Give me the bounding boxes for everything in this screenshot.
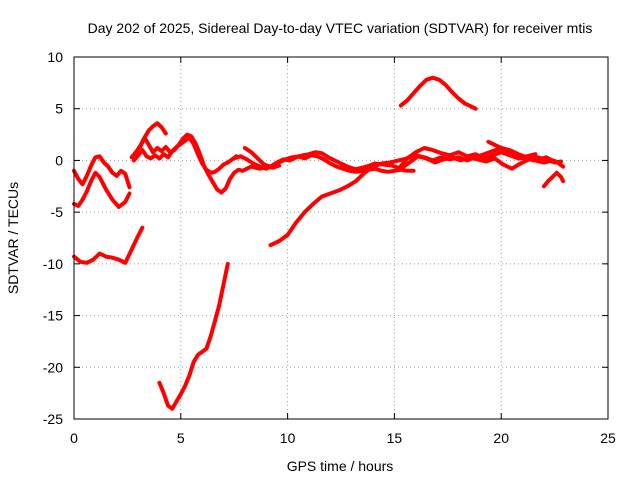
- series-arc-13: [398, 75, 478, 111]
- x-tick-labels: 0 5 10 15 20 25: [70, 430, 616, 446]
- y-tick-label: -10: [43, 256, 63, 272]
- series-arc-14: [486, 139, 566, 169]
- y-tick-label: -15: [43, 308, 63, 324]
- y-tick-label: -20: [43, 359, 63, 375]
- series-arc-9: [242, 146, 356, 171]
- x-tick-label: 20: [493, 430, 509, 446]
- series-arc-10: [268, 146, 561, 248]
- y-tick-label: 0: [55, 152, 63, 168]
- tick-marks: [73, 56, 609, 420]
- series-arc-3: [72, 225, 145, 265]
- series-arc-6: [138, 121, 168, 149]
- grid-lines: [74, 57, 608, 419]
- x-tick-label: 25: [600, 430, 616, 446]
- chart-title: Day 202 of 2025, Sidereal Day-to-day VTE…: [88, 20, 593, 36]
- y-tick-label: 10: [47, 49, 63, 65]
- x-tick-label: 10: [280, 430, 296, 446]
- series-arc-11: [339, 154, 563, 172]
- x-tick-label: 15: [387, 430, 403, 446]
- series-arc-5: [131, 135, 239, 175]
- series-arc-8: [232, 153, 416, 174]
- x-tick-label: 0: [70, 430, 78, 446]
- plot-frame: [73, 56, 609, 420]
- y-tick-label: 5: [55, 101, 63, 117]
- y-tick-label: -25: [43, 411, 63, 427]
- series-arc-7: [157, 261, 230, 411]
- series-arc-2: [72, 170, 132, 209]
- x-axis-label: GPS time / hours: [287, 458, 394, 474]
- y-tick-label: -5: [51, 204, 64, 220]
- y-tick-labels: -25 -20 -15 -10 -5 0 5 10: [43, 49, 63, 427]
- x-tick-label: 5: [177, 430, 185, 446]
- series-arc-15: [541, 170, 566, 189]
- series-arc-1: [72, 154, 132, 190]
- data-series: [72, 75, 566, 411]
- y-axis-label: SDTVAR / TECUs: [5, 182, 21, 294]
